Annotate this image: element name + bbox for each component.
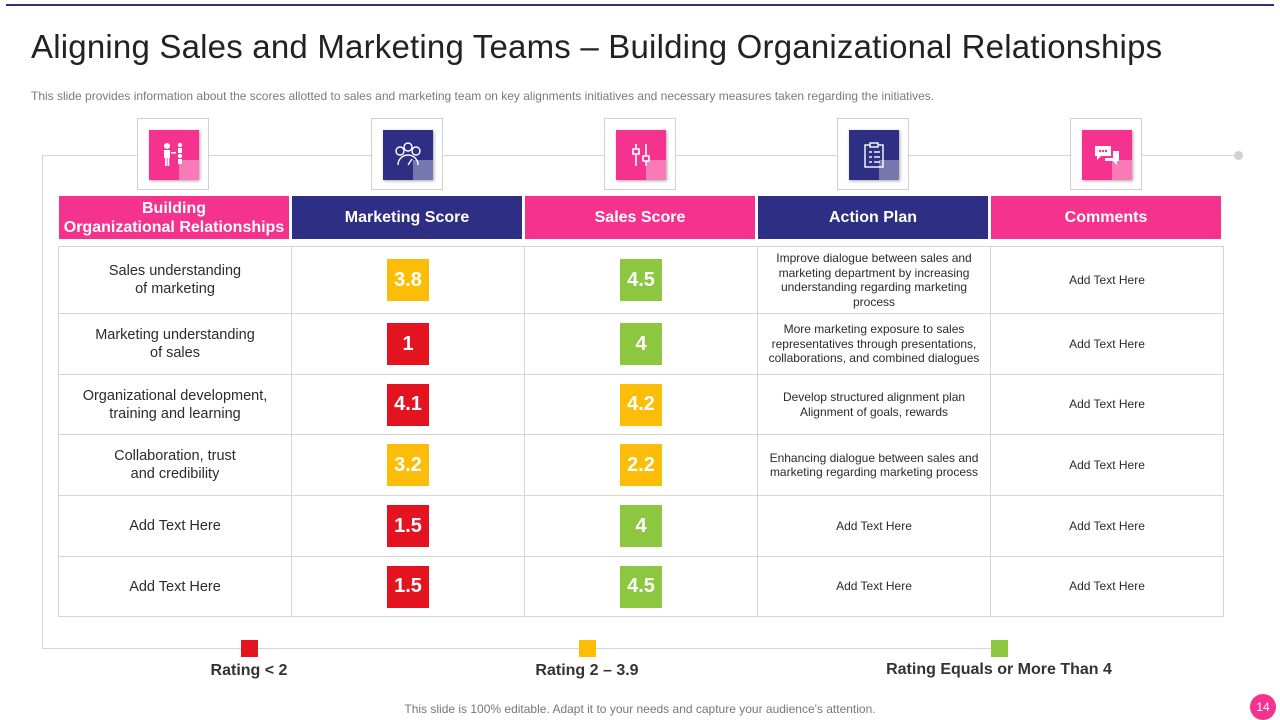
action-plan-text: Add Text Here <box>757 556 991 617</box>
legend-label-yellow: Rating 2 – 3.9 <box>535 662 639 679</box>
sales-score-badge: 4 <box>620 323 662 365</box>
marketing-score-badge: 1.5 <box>387 565 429 608</box>
table-row: Collaboration, trust and credibility 3.2… <box>58 434 1224 496</box>
action-plan-text: More marketing exposure to sales represe… <box>757 313 991 375</box>
legend-swatch-yellow <box>579 640 596 657</box>
legend-label-green: Rating Equals or More Than 4 <box>886 661 1112 678</box>
icon-box-marketing <box>371 118 443 190</box>
row-label: Organizational development, training and… <box>58 374 292 435</box>
marketing-score-badge: 1 <box>387 323 429 365</box>
header-action-plan: Action Plan <box>758 196 988 239</box>
header-marketing-score: Marketing Score <box>292 196 522 239</box>
marketing-score-badge: 3.8 <box>387 259 429 301</box>
action-plan-text: Enhancing dialogue between sales and mar… <box>757 434 991 496</box>
page-number-badge: 14 <box>1250 694 1276 720</box>
marketing-score-badge: 3.2 <box>387 444 429 486</box>
row-label: Marketing understanding of sales <box>58 313 292 375</box>
action-plan-text: Add Text Here <box>757 495 991 557</box>
comment-text: Add Text Here <box>990 374 1224 435</box>
emotion-rating-icon <box>383 130 433 180</box>
action-plan-text: Develop structured alignment plan Alignm… <box>757 374 991 435</box>
marketing-score-badge: 1.5 <box>387 505 429 547</box>
top-rule <box>6 4 1274 6</box>
icon-box-comments <box>1070 118 1142 190</box>
table-row: Sales understanding of marketing 3.8 4.5… <box>58 246 1224 314</box>
connector-line-bottom <box>42 648 1000 649</box>
icon-box-action-plan <box>837 118 909 190</box>
comment-text: Add Text Here <box>990 246 1224 314</box>
footer-note: This slide is 100% editable. Adapt it to… <box>404 702 876 716</box>
scores-table: Sales understanding of marketing 3.8 4.5… <box>58 246 1224 617</box>
marketing-score-badge: 4.1 <box>387 383 429 426</box>
connector-end-dot <box>1234 151 1243 160</box>
page-title: Aligning Sales and Marketing Teams – Bui… <box>31 28 1163 65</box>
comment-text: Add Text Here <box>990 495 1224 557</box>
team-org-icon <box>149 130 199 180</box>
page-subtitle: This slide provides information about th… <box>31 89 935 103</box>
comment-text: Add Text Here <box>990 556 1224 617</box>
chat-bubbles-icon <box>1082 130 1132 180</box>
header-sales-score: Sales Score <box>525 196 755 239</box>
table-row: Marketing understanding of sales 1 4 Mor… <box>58 313 1224 375</box>
row-label: Add Text Here <box>58 495 292 557</box>
legend-label-red: Rating < 2 <box>210 662 288 679</box>
row-label: Sales understanding of marketing <box>58 246 292 314</box>
sales-score-badge: 4 <box>620 505 662 547</box>
sales-score-badge: 4.2 <box>620 383 662 426</box>
comment-text: Add Text Here <box>990 434 1224 496</box>
table-row: Add Text Here 1.5 4.5 Add Text Here Add … <box>58 556 1224 617</box>
sliders-adjust-icon <box>616 130 666 180</box>
icon-box-sales <box>604 118 676 190</box>
comment-text: Add Text Here <box>990 313 1224 375</box>
legend-swatch-red <box>241 640 258 657</box>
sales-score-badge: 4.5 <box>620 259 662 301</box>
clipboard-checklist-icon <box>849 130 899 180</box>
header-comments: Comments <box>991 196 1221 239</box>
sales-score-badge: 2.2 <box>620 444 662 486</box>
icon-box-relationships <box>137 118 209 190</box>
sales-score-badge: 4.5 <box>620 565 662 608</box>
table-row: Organizational development, training and… <box>58 374 1224 435</box>
header-building-relationships: Building Organizational Relationships <box>59 196 289 239</box>
connector-line-left <box>42 155 43 649</box>
row-label: Add Text Here <box>58 556 292 617</box>
row-label: Collaboration, trust and credibility <box>58 434 292 496</box>
action-plan-text: Improve dialogue between sales and marke… <box>757 246 991 314</box>
legend-swatch-green <box>991 640 1008 657</box>
table-row: Add Text Here 1.5 4 Add Text Here Add Te… <box>58 495 1224 557</box>
